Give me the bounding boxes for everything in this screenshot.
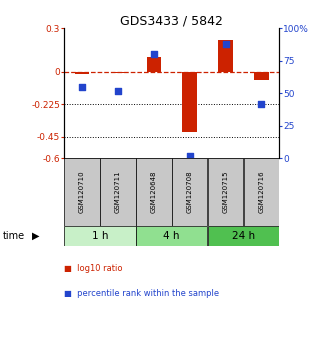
Point xyxy=(116,88,121,93)
Bar xyxy=(182,72,197,132)
FancyBboxPatch shape xyxy=(100,158,136,226)
FancyBboxPatch shape xyxy=(208,158,243,226)
Text: 4 h: 4 h xyxy=(163,231,180,241)
Text: GSM120708: GSM120708 xyxy=(187,171,193,213)
FancyBboxPatch shape xyxy=(208,226,279,246)
Text: ▶: ▶ xyxy=(32,231,39,241)
Text: GSM120710: GSM120710 xyxy=(79,171,85,213)
Bar xyxy=(147,57,161,72)
Text: GSM120711: GSM120711 xyxy=(115,171,121,213)
Bar xyxy=(254,72,268,80)
FancyBboxPatch shape xyxy=(136,158,171,226)
Text: time: time xyxy=(3,231,25,241)
Point xyxy=(259,101,264,107)
Title: GDS3433 / 5842: GDS3433 / 5842 xyxy=(120,14,223,27)
FancyBboxPatch shape xyxy=(244,158,279,226)
Bar xyxy=(218,40,233,72)
FancyBboxPatch shape xyxy=(65,226,136,246)
Text: GSM120648: GSM120648 xyxy=(151,171,157,213)
Text: ■  log10 ratio: ■ log10 ratio xyxy=(64,264,123,273)
Point xyxy=(187,153,192,158)
Point xyxy=(223,41,228,47)
Text: 24 h: 24 h xyxy=(232,231,255,241)
Text: 1 h: 1 h xyxy=(92,231,108,241)
FancyBboxPatch shape xyxy=(65,158,100,226)
Text: GSM120716: GSM120716 xyxy=(258,171,265,213)
Text: ■  percentile rank within the sample: ■ percentile rank within the sample xyxy=(64,289,219,297)
FancyBboxPatch shape xyxy=(136,226,207,246)
Point xyxy=(80,84,85,90)
Bar xyxy=(75,72,89,74)
Text: GSM120715: GSM120715 xyxy=(222,171,229,213)
Bar xyxy=(111,72,125,73)
FancyBboxPatch shape xyxy=(172,158,207,226)
Point xyxy=(151,51,156,57)
